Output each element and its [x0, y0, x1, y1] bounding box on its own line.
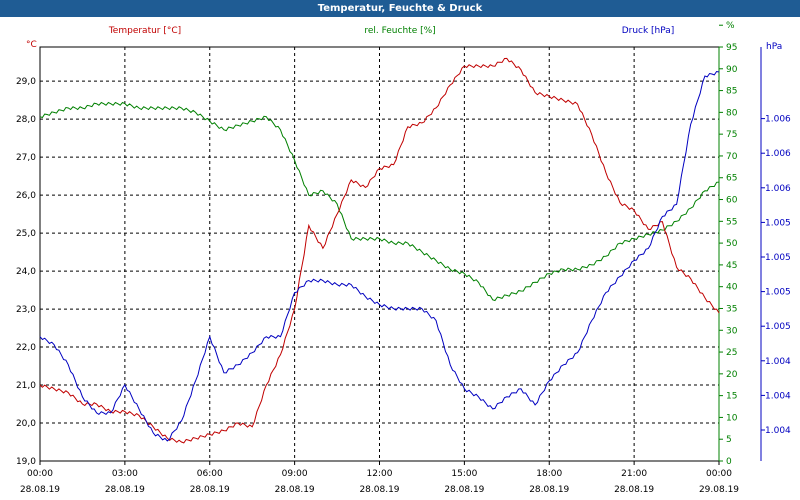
- humidity-tick-label: 5: [726, 435, 732, 445]
- pressure-tick-label: 1.004: [765, 426, 791, 436]
- x-tick-label-date: 28.08.19: [275, 485, 315, 495]
- humidity-tick-label: 45: [726, 261, 737, 271]
- pressure-tick-label: 1.006: [765, 149, 791, 159]
- temp-unit-label: °C: [26, 40, 37, 50]
- humidity-tick-label: 0: [726, 457, 732, 467]
- temp-tick-label: 24,0: [16, 267, 36, 277]
- x-tick-label-date: 28.08.19: [529, 485, 569, 495]
- temp-tick-label: 26,0: [16, 191, 36, 201]
- humidity-tick-label: 95: [726, 43, 737, 53]
- pressure-tick-label: 1.005: [765, 253, 791, 263]
- axes: [39, 24, 765, 465]
- x-tick-label-time: 00:00: [706, 469, 732, 479]
- humidity-tick-label: 10: [726, 413, 738, 423]
- temp-tick-label: 27,0: [16, 153, 36, 163]
- x-tick-label-time: 03:00: [112, 469, 138, 479]
- temp-tick-label: 28,0: [16, 115, 36, 125]
- humidity-tick-label: 30: [726, 326, 738, 336]
- series-label: Temperatur [°C]: [108, 26, 181, 36]
- pressure-tick-label: 1.005: [765, 218, 791, 228]
- x-tick-label-time: 06:00: [197, 469, 223, 479]
- pressure-tick-label: 1.006: [765, 184, 791, 194]
- humidity-tick-label: 40: [726, 283, 738, 293]
- temp-tick-label: 25,0: [16, 229, 36, 239]
- temp-tick-label: 20,0: [16, 419, 36, 429]
- pressure-tick-label: 1.005: [765, 288, 791, 298]
- humidity-tick-label: 60: [726, 196, 738, 206]
- x-tick-label-time: 00:00: [27, 469, 53, 479]
- humidity-tick-label: 90: [726, 65, 738, 75]
- temp-tick-label: 22,0: [16, 343, 36, 353]
- x-tick-label-date: 28.08.19: [105, 485, 145, 495]
- x-tick-label-date: 28.08.19: [359, 485, 399, 495]
- x-tick-label-time: 12:00: [367, 469, 393, 479]
- x-tick-label-date: 29.08.19: [699, 485, 739, 495]
- humidity-tick-label: 50: [726, 239, 738, 249]
- series-lines: [39, 57, 720, 444]
- humidity-tick-label: 35: [726, 304, 737, 314]
- x-tick-label-date: 28.08.19: [190, 485, 230, 495]
- humidity-tick-label: 20: [726, 370, 738, 380]
- humidity-tick-label: %: [726, 21, 735, 31]
- humidity-tick-label: 15: [726, 392, 737, 402]
- humidity-tick-label: 75: [726, 130, 737, 140]
- pressure-tick-label: 1.006: [765, 115, 791, 125]
- x-tick-label-date: 28.08.19: [20, 485, 60, 495]
- x-tick-label-time: 15:00: [451, 469, 477, 479]
- temp-tick-label: 21,0: [16, 381, 36, 391]
- humidity-tick-label: 25: [726, 348, 737, 358]
- pressure-line: [39, 70, 720, 442]
- humidity-line: [39, 101, 720, 302]
- temp-tick-label: 23,0: [16, 305, 36, 315]
- humidity-tick-label: 80: [726, 108, 738, 118]
- x-tick-label-date: 28.08.19: [614, 485, 654, 495]
- humidity-tick-label: 55: [726, 217, 737, 227]
- temperature-line: [39, 57, 720, 444]
- axis-labels: 00:00 28.08.19 03:00 28.08.19 06:00 28.08.19 0…: [16, 21, 791, 495]
- pressure-tick-label: 1.004: [765, 357, 791, 367]
- window-title: Temperatur, Feuchte & Druck: [0, 0, 800, 17]
- x-tick-label-time: 09:00: [282, 469, 308, 479]
- x-tick-label-time: 21:00: [621, 469, 647, 479]
- x-tick-label-time: 18:00: [536, 469, 562, 479]
- humidity-tick-label: 65: [726, 174, 737, 184]
- series-label: rel. Feuchte [%]: [364, 26, 435, 36]
- humidity-tick-label: 85: [726, 87, 737, 97]
- humidity-tick-label: 70: [726, 152, 738, 162]
- temp-tick-label: 29,0: [16, 77, 36, 87]
- temp-tick-label: 19,0: [16, 457, 36, 467]
- pressure-unit-label: hPa: [766, 42, 782, 52]
- pressure-tick-label: 1.004: [765, 391, 791, 401]
- series-label: Druck [hPa]: [622, 26, 675, 36]
- x-tick-label-date: 28.08.19: [444, 485, 484, 495]
- pressure-tick-label: 1.005: [765, 322, 791, 332]
